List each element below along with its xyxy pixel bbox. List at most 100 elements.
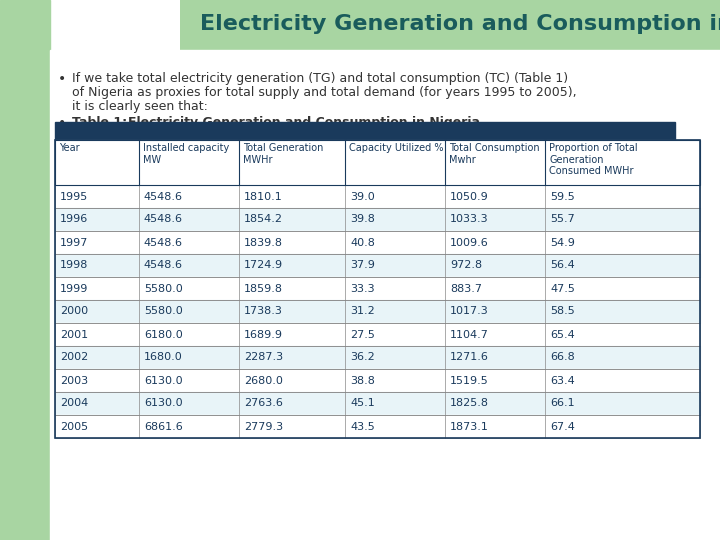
Text: 31.2: 31.2 xyxy=(350,307,375,316)
Text: 1050.9: 1050.9 xyxy=(450,192,489,201)
Text: 1738.3: 1738.3 xyxy=(244,307,283,316)
Text: 45.1: 45.1 xyxy=(350,399,375,408)
Text: 36.2: 36.2 xyxy=(350,353,375,362)
Text: 27.5: 27.5 xyxy=(350,329,375,340)
Text: •: • xyxy=(58,116,66,130)
Text: 6130.0: 6130.0 xyxy=(144,399,182,408)
Bar xyxy=(55,231,700,254)
Bar xyxy=(55,346,700,369)
Text: 1689.9: 1689.9 xyxy=(244,329,283,340)
Text: 1839.8: 1839.8 xyxy=(244,238,283,247)
Text: 37.9: 37.9 xyxy=(350,260,375,271)
Text: 58.5: 58.5 xyxy=(550,307,575,316)
Text: 1271.6: 1271.6 xyxy=(450,353,489,362)
Text: Installed capacity
MW: Installed capacity MW xyxy=(143,143,229,165)
Bar xyxy=(55,300,700,323)
Text: 39.8: 39.8 xyxy=(350,214,375,225)
Bar xyxy=(55,254,700,277)
Text: Electricity Generation and Consumption in Nigeria: Electricity Generation and Consumption i… xyxy=(200,14,720,34)
Text: 2002: 2002 xyxy=(60,353,89,362)
Text: 40.8: 40.8 xyxy=(350,238,375,247)
Text: 2003: 2003 xyxy=(60,375,88,386)
Text: 1859.8: 1859.8 xyxy=(244,284,283,294)
Bar xyxy=(55,277,700,300)
Bar xyxy=(200,0,720,50)
Text: 972.8: 972.8 xyxy=(450,260,482,271)
Text: 2680.0: 2680.0 xyxy=(244,375,283,386)
Text: 1104.7: 1104.7 xyxy=(450,329,489,340)
Text: 43.5: 43.5 xyxy=(350,422,375,431)
Text: 1998: 1998 xyxy=(60,260,89,271)
Bar xyxy=(55,140,700,438)
Text: 5580.0: 5580.0 xyxy=(144,284,183,294)
Text: 1009.6: 1009.6 xyxy=(450,238,489,247)
Bar xyxy=(55,369,700,392)
Text: 5580.0: 5580.0 xyxy=(144,307,183,316)
Text: it is clearly seen that:: it is clearly seen that: xyxy=(72,100,208,113)
Text: 56.4: 56.4 xyxy=(550,260,575,271)
Bar xyxy=(0,0,50,540)
Text: If we take total electricity generation (TG) and total consumption (TC) (Table 1: If we take total electricity generation … xyxy=(72,72,568,85)
Bar xyxy=(55,392,700,415)
Text: 1999: 1999 xyxy=(60,284,89,294)
Text: 4548.6: 4548.6 xyxy=(144,260,183,271)
Text: 1680.0: 1680.0 xyxy=(144,353,183,362)
Text: 59.5: 59.5 xyxy=(550,192,575,201)
Text: Year: Year xyxy=(59,143,80,153)
Bar xyxy=(55,300,700,323)
Text: 39.0: 39.0 xyxy=(350,192,375,201)
Text: 4548.6: 4548.6 xyxy=(144,238,183,247)
Bar xyxy=(55,323,700,346)
Text: 1033.3: 1033.3 xyxy=(450,214,489,225)
Bar xyxy=(55,346,700,369)
Text: 55.7: 55.7 xyxy=(550,214,575,225)
Bar xyxy=(55,369,700,392)
Text: 2005: 2005 xyxy=(60,422,88,431)
Text: 2001: 2001 xyxy=(60,329,88,340)
Text: 1519.5: 1519.5 xyxy=(450,375,489,386)
Bar xyxy=(55,277,700,300)
Text: 1996: 1996 xyxy=(60,214,89,225)
Text: 6130.0: 6130.0 xyxy=(144,375,182,386)
Text: 2287.3: 2287.3 xyxy=(244,353,283,362)
Bar xyxy=(55,415,700,438)
Text: •: • xyxy=(58,72,66,86)
Text: Table 1:: Table 1: xyxy=(72,116,127,129)
Text: 2000: 2000 xyxy=(60,307,88,316)
Text: 65.4: 65.4 xyxy=(550,329,575,340)
Text: 6180.0: 6180.0 xyxy=(144,329,183,340)
Bar xyxy=(55,185,700,208)
Bar xyxy=(55,208,700,231)
Text: Total Consumption
Mwhr: Total Consumption Mwhr xyxy=(449,143,540,165)
Text: 6861.6: 6861.6 xyxy=(144,422,183,431)
Text: 4548.6: 4548.6 xyxy=(144,192,183,201)
Text: 1995: 1995 xyxy=(60,192,89,201)
Text: 2779.3: 2779.3 xyxy=(244,422,283,431)
Text: Capacity Utilized %: Capacity Utilized % xyxy=(349,143,444,153)
Bar xyxy=(55,208,700,231)
Text: of Nigeria as proxies for total supply and total demand (for years 1995 to 2005): of Nigeria as proxies for total supply a… xyxy=(72,86,577,99)
Bar xyxy=(55,231,700,254)
Text: Total Generation
MWHr: Total Generation MWHr xyxy=(243,143,323,165)
Text: 1997: 1997 xyxy=(60,238,89,247)
Text: Electricity Generation and Consumption in Nigeria: Electricity Generation and Consumption i… xyxy=(128,116,480,129)
Text: 1854.2: 1854.2 xyxy=(244,214,283,225)
Text: 1873.1: 1873.1 xyxy=(450,422,489,431)
Text: 66.8: 66.8 xyxy=(550,353,575,362)
Text: 1825.8: 1825.8 xyxy=(450,399,489,408)
Text: 4548.6: 4548.6 xyxy=(144,214,183,225)
Text: 883.7: 883.7 xyxy=(450,284,482,294)
Bar xyxy=(55,323,700,346)
Text: 63.4: 63.4 xyxy=(550,375,575,386)
Text: 1724.9: 1724.9 xyxy=(244,260,283,271)
Text: 47.5: 47.5 xyxy=(550,284,575,294)
FancyBboxPatch shape xyxy=(180,0,720,55)
Text: 38.8: 38.8 xyxy=(350,375,375,386)
Bar xyxy=(55,122,675,140)
Text: 67.4: 67.4 xyxy=(550,422,575,431)
Bar xyxy=(55,185,700,208)
Text: 2763.6: 2763.6 xyxy=(244,399,283,408)
Bar xyxy=(55,254,700,277)
Text: Proportion of Total
Generation
Consumed MWHr: Proportion of Total Generation Consumed … xyxy=(549,143,638,176)
Text: 66.1: 66.1 xyxy=(550,399,575,408)
